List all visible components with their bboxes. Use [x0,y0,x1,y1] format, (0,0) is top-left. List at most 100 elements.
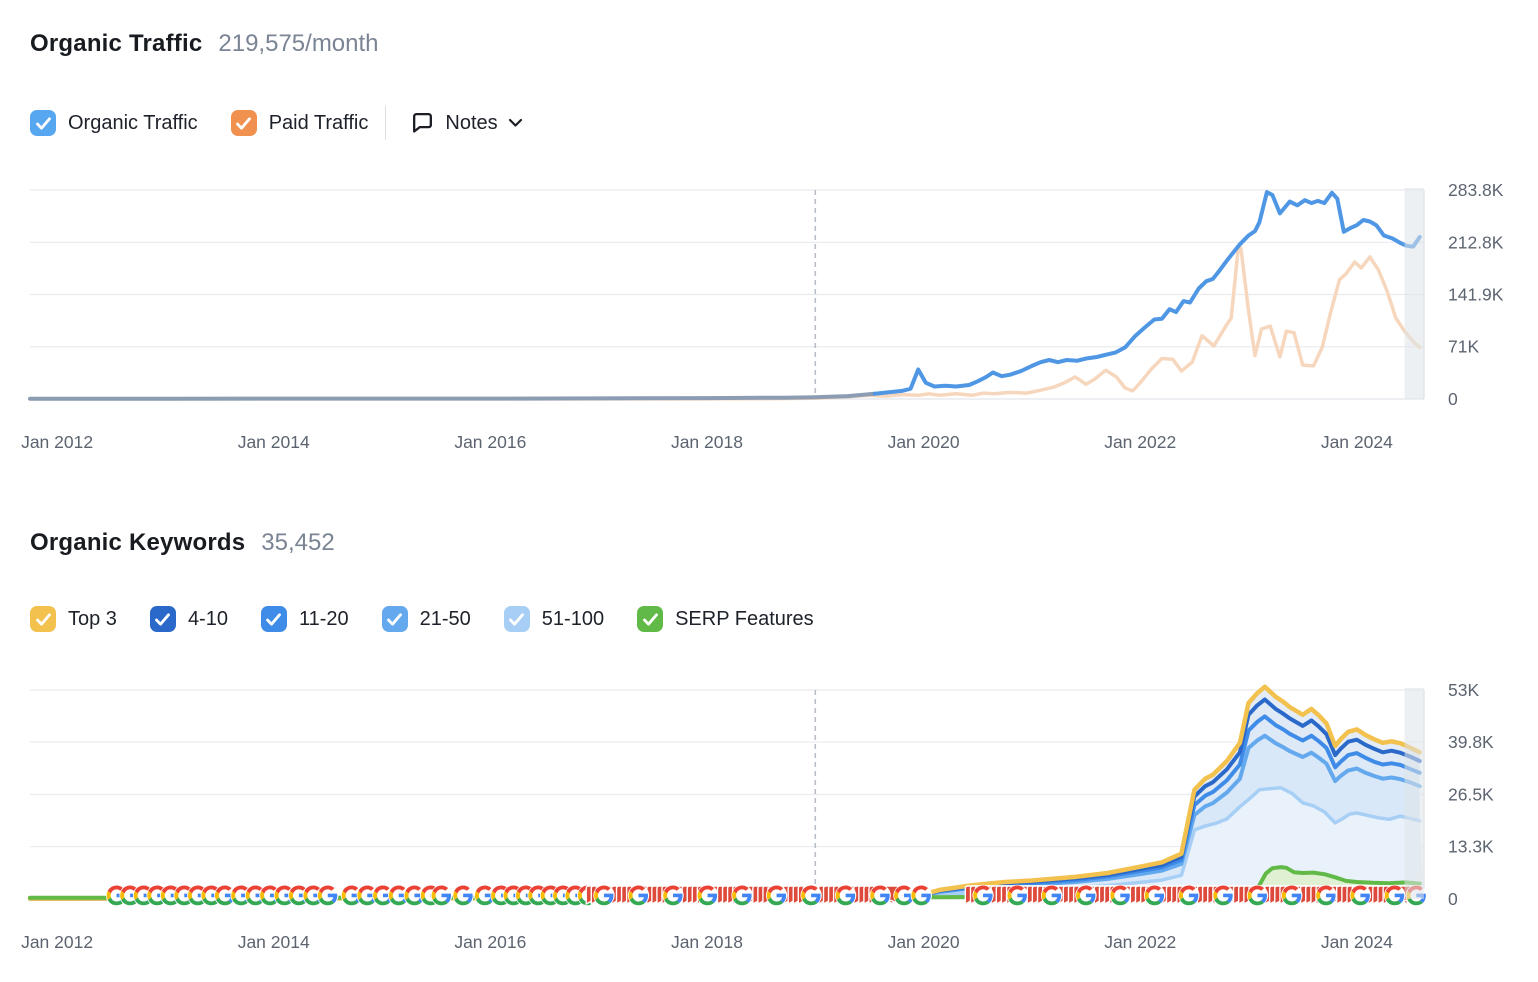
checkbox-4-10[interactable] [149,606,176,632]
google-update-icon[interactable] [1006,884,1029,907]
checkbox-paid-traffic[interactable] [230,110,257,136]
legend-label: 21-50 [419,607,471,630]
legend-item-top-3[interactable]: Top 3 [30,606,117,632]
legend-label: 51-100 [541,607,605,630]
traffic-legend-items: Organic Traffic Paid Traffic [30,110,368,136]
google-update-icon[interactable] [834,884,857,907]
legend-item-serp-features[interactable]: SERP Features [637,606,814,632]
google-update-icon[interactable] [765,884,788,907]
google-update-icon[interactable] [1075,884,1097,907]
google-update-icon[interactable] [1349,884,1372,907]
latest-period-highlight [1404,188,1424,399]
top-3-line [27,684,1422,901]
google-update-icon[interactable] [1281,884,1303,907]
google-update-icon[interactable] [1143,884,1166,907]
google-update-icon[interactable] [910,884,932,907]
google-update-icon[interactable] [696,884,719,907]
checkbox-serp-features[interactable] [637,606,664,632]
x-axis-label: Jan 2022 [1104,932,1176,952]
google-update-icon[interactable] [474,884,496,907]
organic-traffic-chart[interactable]: 283.8K 212.8K 141.9K 71K 0 Jan 2012 Jan 2014 Ja… [21,180,1504,452]
google-update-icon[interactable] [1315,884,1337,907]
x-axis-label: Jan 2024 [1321,432,1393,452]
checkbox-11-20[interactable] [260,606,287,632]
y-axis-label: 26.5K [1448,785,1494,805]
x-axis-label: Jan 2012 [21,932,93,952]
google-update-icon[interactable] [340,884,363,907]
checkbox-top-3[interactable] [30,606,56,632]
y-axis-label: 283.8K [1448,180,1504,200]
legend-label: Paid Traffic [268,111,369,134]
google-update-icon[interactable] [214,884,236,907]
google-update-icon[interactable] [403,884,426,907]
organic-keywords-header: Organic Keywords 35,452 [30,529,335,557]
google-update-icon[interactable] [662,884,684,907]
google-update-icon[interactable] [1383,884,1406,907]
keywords-legend: Top 3 4-10 11-20 21-50 51-100 SERP Features [30,606,814,632]
google-update-icon[interactable] [972,884,994,907]
notes-dropdown[interactable]: Notes [410,111,522,136]
latest-period-highlight [1404,688,1424,899]
legend-label: Top 3 [68,607,117,630]
organic-traffic-header: Organic Traffic 219,575/month [30,30,379,58]
checkbox-21-50[interactable] [381,606,408,632]
y-axis-label: 212.8K [1448,232,1504,252]
x-axis-label: Jan 2018 [671,932,743,952]
google-update-icon[interactable] [593,884,615,907]
y-axis-label: 39.8K [1448,732,1494,752]
legend-label: 4-10 [187,607,228,630]
legend-item-paid-traffic[interactable]: Paid Traffic [230,110,369,136]
google-update-icon[interactable] [800,884,822,907]
checkbox-organic-traffic[interactable] [30,110,56,136]
google-update-icon[interactable] [1212,884,1234,907]
organic-traffic-title: Organic Traffic [30,30,203,57]
chevron-down-icon [508,118,523,128]
google-update-icon[interactable] [1246,884,1269,907]
traffic-legend: Organic Traffic Paid Traffic Notes [30,106,523,140]
area-band [30,735,1420,899]
legend-label: 11-20 [298,607,349,630]
google-update-icon[interactable] [627,884,650,907]
google-update-icon[interactable] [452,884,474,907]
keywords-legend-items: Top 3 4-10 11-20 21-50 51-100 SERP Features [30,606,814,632]
y-axis-label: 13.3K [1448,837,1494,857]
x-axis-label: Jan 2016 [454,932,526,952]
y-axis-label: 71K [1448,337,1479,357]
legend-item-4-10[interactable]: 4-10 [149,606,228,632]
checkbox-51-100[interactable] [503,606,530,632]
x-axis-label: Jan 2018 [671,432,743,452]
legend-item-51-100[interactable]: 51-100 [503,606,605,632]
x-axis-label: Jan 2020 [888,932,960,952]
legend-item-organic-traffic[interactable]: Organic Traffic [30,110,198,136]
google-update-icon[interactable] [869,884,891,907]
google-update-icon[interactable] [430,884,453,907]
google-update-icon[interactable] [317,884,339,907]
x-axis-label: Jan 2022 [1104,432,1176,452]
y-axis-label: 0 [1448,889,1458,909]
area-band [30,699,1420,899]
google-update-icon[interactable] [1178,884,1200,907]
organic-traffic-value: 219,575/month [218,30,379,57]
legend-item-11-20[interactable]: 11-20 [260,606,349,632]
organic-keywords-title: Organic Keywords [30,529,246,556]
google-update-icon[interactable] [356,884,378,907]
google-update-icon[interactable] [1040,884,1063,907]
organic-keywords-value: 35,452 [261,529,335,556]
google-update-icon[interactable] [731,884,753,907]
y-axis-label: 0 [1448,389,1458,409]
y-axis-label: 53K [1448,680,1479,700]
organic-keywords-chart[interactable]: 53K 39.8K 26.5K 13.3K 0 Jan 2012 Jan 2014 Jan 2… [21,680,1494,952]
x-axis-label: Jan 2014 [238,932,310,952]
notes-label: Notes [445,111,498,134]
legend-label: SERP Features [675,607,814,630]
legend-label: Organic Traffic [68,111,198,134]
google-update-icon[interactable] [1109,884,1131,907]
area-band [30,686,1420,899]
x-axis-label: Jan 2012 [21,432,93,452]
organic-traffic-line-history [28,391,877,401]
legend-item-21-50[interactable]: 21-50 [381,606,471,632]
y-axis-label: 141.9K [1448,285,1504,305]
x-axis-label: Jan 2020 [888,432,960,452]
